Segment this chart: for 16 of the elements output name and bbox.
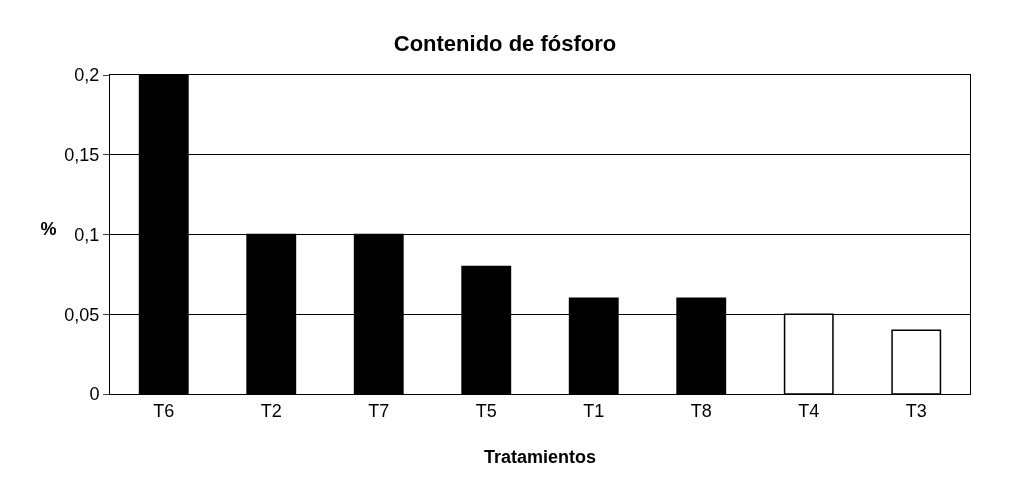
x-axis-title: Tratamientos [483,446,597,467]
x-tick-label: T4 [798,400,820,421]
y-tick-label: 0 [89,384,100,405]
y-tick-label: 0,15 [64,145,100,166]
x-tick-label: T1 [583,400,605,421]
y-axis-title: % [40,218,57,239]
x-tick-label: T2 [260,400,282,421]
y-tick-label: 0,1 [74,224,100,245]
x-tick-label: T3 [905,400,927,421]
x-tick-label: T5 [475,400,497,421]
x-tick-label: T6 [153,400,175,421]
x-tick-label: T7 [368,400,390,421]
y-tick-label: 0,05 [64,304,100,325]
x-tick-label: T8 [690,400,712,421]
chart-title: Contenido de fósforo [393,30,617,56]
y-tick-label: 0,2 [74,65,100,86]
